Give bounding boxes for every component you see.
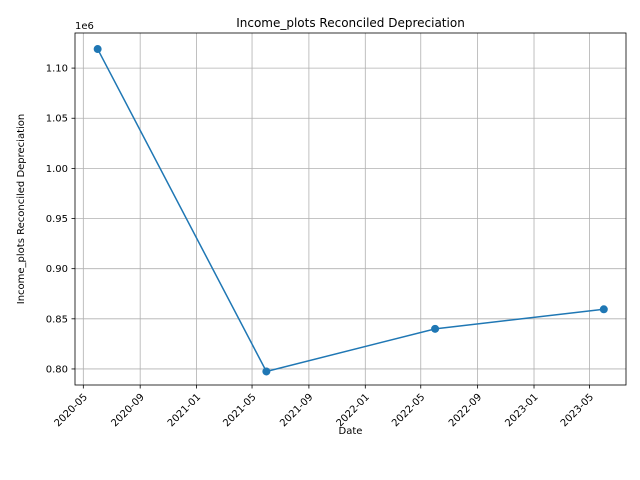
y-axis-offset-label: 1e6 [75,21,94,32]
y-tick-label: 0.85 [46,314,68,325]
y-tick-label: 1.00 [46,164,68,175]
data-point [431,324,440,333]
y-axis-label: Income_plots Reconciled Depreciation [16,114,27,305]
grid [75,33,626,385]
series-area [93,45,608,376]
data-point [599,305,608,314]
y-tick-label: 0.90 [46,264,68,275]
plot-frame [74,32,627,386]
chart-title: Income_plots Reconciled Depreciation [236,16,465,30]
data-point [262,367,271,376]
y-tick-label: 1.10 [46,64,68,75]
data-point [93,45,102,54]
y-tick-label: 0.95 [46,214,68,225]
series-line [96,48,604,373]
y-axis: 0.80 0.85 0.90 0.95 1.00 1.05 1.10 [46,64,75,375]
y-tick-label: 0.80 [46,364,68,375]
x-axis-label: Date [339,426,363,437]
y-tick-label: 1.05 [46,114,68,125]
